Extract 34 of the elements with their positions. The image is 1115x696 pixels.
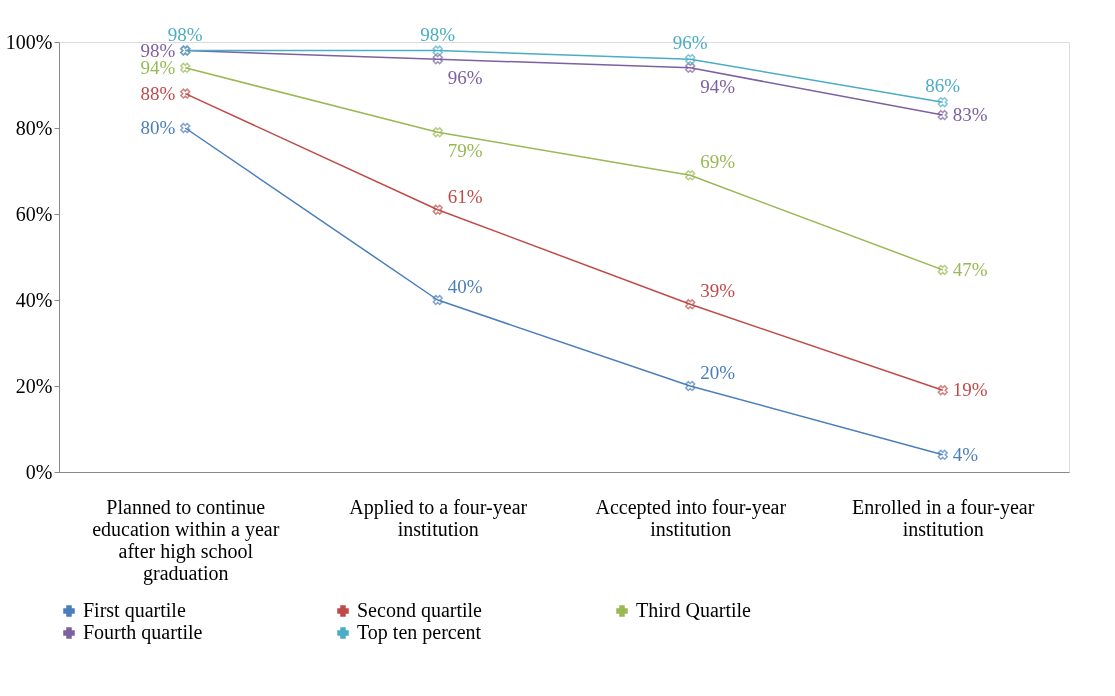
legend-label: Top ten percent [357, 621, 482, 644]
data-label: 19% [952, 379, 988, 401]
x-tick-label: Accepted into four-year institution [595, 495, 787, 540]
data-label: 69% [700, 151, 736, 173]
x-tick-label: Planned to continue education within a year after high school graduation [92, 495, 280, 585]
x-tick-label: Applied to a four-year institution [349, 495, 528, 540]
y-tick-label: 80% [15, 116, 53, 139]
x-tick-label: Enrolled in a four-year institution [852, 495, 1035, 540]
legend-label: First quartile [83, 599, 186, 622]
y-tick-label: 60% [15, 202, 53, 225]
data-label: 20% [700, 362, 736, 383]
data-label: 96% [447, 67, 483, 89]
data-label: 94% [700, 75, 736, 97]
legend-label: Second quartile [357, 599, 483, 622]
legend-label: Third Quartile [636, 599, 752, 621]
data-label: 96% [672, 32, 708, 54]
data-label: 88% [140, 82, 176, 104]
legend-label: Fourth quartile [83, 621, 203, 644]
y-tick-label: 20% [15, 374, 53, 397]
data-label: 80% [140, 117, 176, 138]
y-tick-label: 40% [15, 288, 53, 311]
data-label: 47% [952, 258, 988, 280]
data-label: 98% [420, 23, 456, 45]
data-label: 61% [447, 185, 483, 207]
data-label: 83% [952, 104, 988, 126]
data-label: 86% [925, 75, 961, 97]
data-label: 94% [140, 56, 176, 78]
data-label: 39% [700, 280, 736, 302]
data-label: 40% [447, 276, 483, 297]
y-tick-label: 0% [25, 460, 53, 483]
data-label: 79% [447, 140, 483, 162]
data-label: 98% [167, 23, 203, 45]
data-label: 4% [952, 443, 979, 465]
y-tick-label: 100% [5, 30, 53, 53]
